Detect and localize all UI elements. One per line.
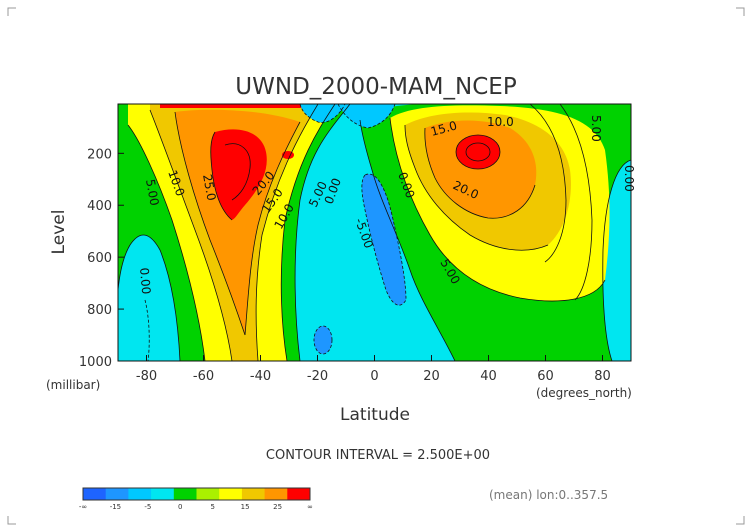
y-tick-label: 400	[87, 199, 112, 214]
legend-swatch	[196, 488, 220, 500]
legend-swatch	[105, 488, 129, 500]
region-top-red	[160, 104, 310, 108]
contour-label: 0.00	[137, 267, 153, 295]
legend-swatch	[287, 488, 311, 500]
x-tick-label: 20	[423, 369, 440, 384]
legend-swatch	[241, 488, 266, 500]
contour-label: 5.00	[143, 178, 161, 207]
contour-label: 5.00	[589, 115, 603, 142]
contour-fill	[118, 104, 631, 361]
region-neg-near-top	[300, 104, 345, 123]
chart-title: UWND_2000-MAM_NCEP	[235, 74, 517, 100]
x-axis-label: Latitude	[340, 405, 410, 425]
y-axis: 200 400 600 800 1000	[79, 147, 124, 370]
crop-marks	[7, 7, 745, 525]
x-axis-units: (degrees_north)	[536, 386, 632, 400]
region-north-green-edge	[602, 160, 631, 361]
x-axis: -80 -60 -40 -20 0 20 40 60 80	[136, 355, 611, 384]
region-neg-5-a	[361, 174, 406, 306]
region-neg-5-b	[314, 326, 332, 354]
contour-label: 0.00	[622, 165, 636, 192]
x-tick-label: -20	[307, 369, 328, 384]
region-south-orange2	[175, 109, 300, 335]
contour-label: 25.0	[200, 173, 218, 202]
color-legend: -∞ -15 -5 0 5 15 25 ∞	[79, 487, 313, 511]
region-south-red	[210, 129, 267, 220]
contour-label: 15.0	[429, 118, 458, 138]
region-north-red	[456, 135, 500, 169]
x-tick-label: 0	[370, 369, 378, 384]
contour-interval-text: CONTOUR INTERVAL = 2.500E+00	[266, 448, 490, 463]
legend-swatch	[128, 488, 152, 500]
legend-label: -5	[144, 503, 151, 511]
legend-swatch	[264, 488, 288, 500]
x-tick-label: 60	[537, 369, 554, 384]
x-tick-label: -40	[250, 369, 271, 384]
legend-label: 5	[210, 503, 214, 511]
legend-label: 25	[273, 503, 282, 511]
x-tick-label: -60	[193, 369, 214, 384]
y-tick-label: 1000	[79, 355, 112, 370]
legend-label: 15	[241, 503, 250, 511]
legend-swatch	[83, 488, 107, 500]
region-neg-center	[338, 104, 395, 128]
x-tick-label: 40	[480, 369, 497, 384]
legend-swatch	[173, 488, 197, 500]
legend-label: -∞	[79, 503, 87, 511]
y-tick-label: 800	[87, 303, 112, 318]
mean-note: (mean) lon:0..357.5	[489, 488, 608, 502]
x-tick-label: 80	[594, 369, 611, 384]
y-tick-label: 600	[87, 251, 112, 266]
legend-swatch	[219, 488, 243, 500]
y-axis-label: Level	[49, 210, 69, 255]
region-north-orange2	[424, 120, 537, 219]
negative-contours	[144, 104, 407, 361]
legend-frame	[82, 487, 311, 501]
legend-label: 0	[178, 503, 182, 511]
y-axis-units: (millibar)	[46, 378, 100, 392]
contour-label: 10.0	[487, 115, 514, 129]
legend-swatch	[151, 488, 175, 500]
x-tick-label: -80	[136, 369, 157, 384]
legend-label: -15	[110, 503, 121, 511]
legend-label: ∞	[307, 503, 313, 511]
y-tick-label: 200	[87, 147, 112, 162]
contour-lines	[118, 104, 631, 361]
